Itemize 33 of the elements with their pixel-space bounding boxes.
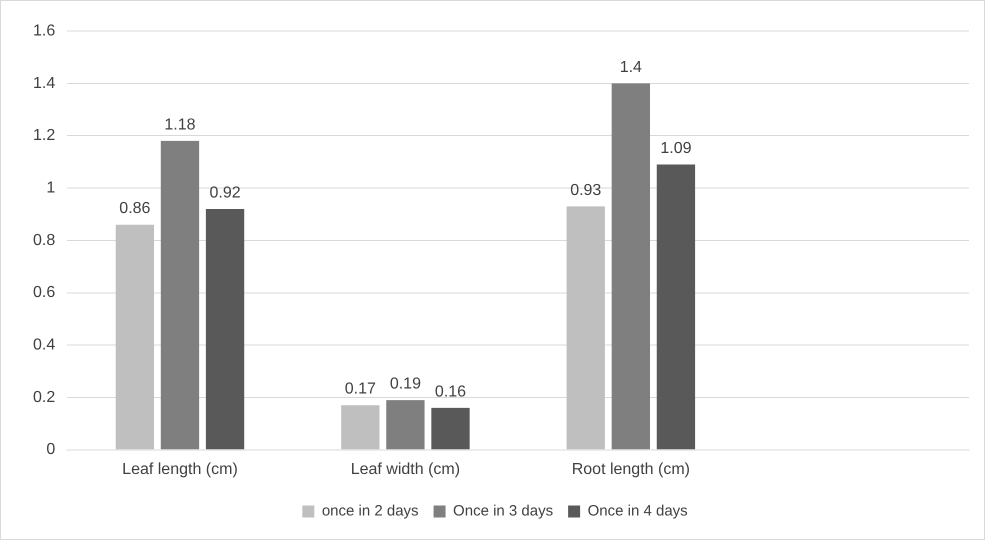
- bar: [612, 83, 650, 450]
- bar: [341, 405, 380, 450]
- x-tick-label: Root length (cm): [572, 460, 690, 478]
- y-tick-label: 0.4: [32, 336, 56, 354]
- data-label: 0.93: [570, 182, 602, 199]
- legend-label: once in 2 days: [322, 502, 419, 520]
- x-tick-label: Leaf width (cm): [350, 460, 460, 478]
- data-label: 0.19: [390, 375, 422, 392]
- y-tick-label: 1.6: [32, 22, 56, 40]
- legend-label: Once in 3 days: [453, 502, 554, 520]
- data-label: 1.09: [660, 140, 692, 157]
- bar: [566, 206, 605, 450]
- data-label: 0.92: [209, 184, 241, 202]
- bar: [160, 140, 200, 450]
- y-tick-label: 1: [46, 179, 56, 196]
- data-label: 1.4: [620, 58, 642, 76]
- bar: [431, 408, 470, 450]
- x-tick-label: Leaf length (cm): [122, 460, 238, 478]
- data-label: 0.17: [344, 380, 376, 398]
- legend-label: Once in 4 days: [588, 502, 688, 520]
- data-label: 1.18: [164, 116, 196, 134]
- bar: [656, 164, 696, 450]
- bar: [116, 224, 154, 450]
- y-tick-label: 1.2: [32, 127, 56, 144]
- y-tick-label: 0.8: [32, 232, 56, 249]
- y-tick-label: 1.4: [32, 74, 56, 92]
- bar: [386, 400, 425, 450]
- y-tick-label: 0.6: [32, 284, 56, 302]
- y-tick-label: 0: [46, 441, 56, 458]
- data-label: 0.16: [434, 383, 466, 400]
- y-tick-label: 0.2: [32, 388, 56, 406]
- bar: [206, 208, 244, 450]
- data-label: 0.86: [119, 200, 151, 218]
